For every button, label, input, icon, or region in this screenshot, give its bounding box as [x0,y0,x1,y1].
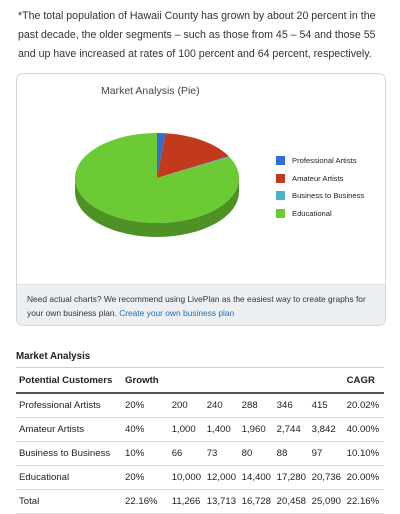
chart-title: Market Analysis (Pie) [101,85,200,97]
market-analysis-table-section: Market Analysis Potential Customers Grow… [16,344,384,514]
legend-swatch-business [276,191,285,201]
table-cell: 10.10% [343,441,384,466]
table-cell: 40.00% [343,417,384,442]
table-cell: 13,713 [203,489,239,514]
pie-svg [74,133,239,237]
create-plan-link[interactable]: Create your own business plan [119,308,235,318]
table-header-row: Potential Customers Growth CAGR [16,368,384,394]
pie-slice-educational-side [75,178,239,237]
header-cell: CAGR [343,368,384,394]
table-cell: 200 [168,393,204,418]
table-cell: 11,266 [168,489,204,514]
table-row: Total 22.16% 11,266 13,713 16,728 20,458 25,09… [16,489,384,514]
header-cell [308,368,344,394]
market-analysis-table: Potential Customers Growth CAGR Professi… [16,368,384,514]
pie-slice-professional-artists [157,133,166,178]
row-label-cell: Professional Artists [16,393,123,418]
table-cell: 3,842 [308,417,344,442]
table-cell: 20,458 [273,489,309,514]
table-cell: 10% [122,441,169,466]
header-cell [238,368,274,394]
pie-slice-amateur-artists [157,133,229,178]
legend-swatch-amateur [276,173,285,183]
table-cell: 240 [203,393,239,418]
note-text: Need actual charts? We recommend using L… [27,292,382,320]
table-cell: 80 [238,441,274,466]
table-cell: 20.00% [343,465,384,490]
table-cell: 1,400 [203,417,239,442]
table-cell: 288 [238,393,274,418]
header-cell: Growth [122,368,169,394]
table-cell: 346 [273,393,309,418]
row-label-cell: Educational [16,465,123,490]
table-cell: 73 [203,441,239,466]
legend-item-professional: Professional Artists [276,152,364,170]
header-cell [273,368,309,394]
legend-item-educational: Educational [276,205,364,223]
note-message: Need actual charts? We recommend using L… [27,294,366,318]
table-cell: 12,000 [203,465,239,490]
legend-label: Professional Artists [292,156,357,166]
header-cell: Potential Customers [16,368,123,394]
row-label-cell: Amateur Artists [16,417,123,442]
pie-side-walls [75,178,239,237]
row-label-cell: Business to Business [16,441,123,466]
table-cell: 20% [122,393,169,418]
header-cell [168,368,204,394]
table-body: Professional Artists 20% 200 240 288 346 415 20… [16,393,384,514]
table-cell: 66 [168,441,204,466]
pie-slice-educational [74,133,239,223]
table-cell: 1,000 [168,417,204,442]
header-cell [203,368,239,394]
table-cell: 20% [122,465,169,490]
table-row: Professional Artists 20% 200 240 288 346 415 20… [16,393,384,418]
table-cell: 22.16% [122,489,169,514]
table-cell: 2,744 [273,417,309,442]
table-row: Business to Business 10% 66 73 80 88 97 10.10% [16,441,384,466]
table-cell: 14,400 [238,465,274,490]
table-cell: 20,736 [308,465,344,490]
table-cell: 415 [308,393,344,418]
table-cell: 22.16% [343,489,384,514]
legend-swatch-educational [276,208,285,218]
liveplan-note: Need actual charts? We recommend using L… [17,284,385,325]
chart-legend: Professional Artists Amateur Artists Bus… [276,152,364,222]
table-cell: 1,960 [238,417,274,442]
legend-swatch-professional [276,156,285,166]
pie-chart: Market Analysis (Pie) Professional Artis… [17,74,385,284]
legend-label: Educational [292,208,332,218]
table-row: Educational 20% 10,000 12,000 14,400 17,280 20… [16,465,384,490]
table-cell: 97 [308,441,344,466]
table-title: Market Analysis [16,344,384,368]
table-cell: 40% [122,417,169,442]
table-cell: 10,000 [168,465,204,490]
table-cell: 20.02% [343,393,384,418]
pie-slice-business-to-business [157,156,230,178]
chart-card: Market Analysis (Pie) Professional Artis… [16,73,386,326]
table-cell: 16,728 [238,489,274,514]
legend-label: Amateur Artists [292,173,344,183]
row-label-cell: Total [16,489,123,514]
table-row: Amateur Artists 40% 1,000 1,400 1,960 2,744 3,… [16,417,384,442]
table-cell: 17,280 [273,465,309,490]
table-cell: 88 [273,441,309,466]
legend-item-business: Business to Business [276,187,364,205]
table-cell: 25,090 [308,489,344,514]
legend-item-amateur: Amateur Artists [276,170,364,188]
intro-paragraph: *The total population of Hawaii County h… [18,10,376,60]
legend-label: Business to Business [292,191,365,201]
